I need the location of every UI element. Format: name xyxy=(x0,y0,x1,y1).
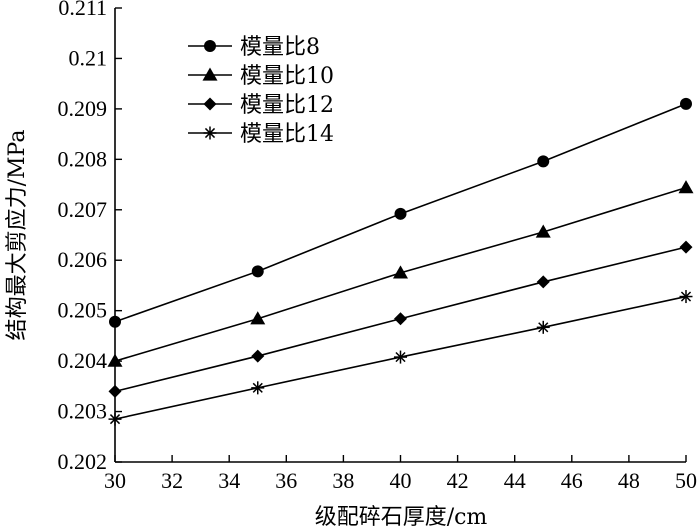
y-tick-label: 0.205 xyxy=(58,298,108,323)
marker-triangle xyxy=(107,353,123,367)
legend-item: 模量比8 xyxy=(188,35,320,60)
x-tick-label: 48 xyxy=(618,468,640,493)
legend: 模量比8 模量比10 模量比12 模量比14 xyxy=(188,35,334,147)
legend-label: 模量比10 xyxy=(240,64,334,89)
marker-asterisk xyxy=(251,381,265,395)
marker-circle xyxy=(109,315,121,328)
legend-label: 模量比8 xyxy=(240,35,320,60)
x-tick-label: 32 xyxy=(161,468,183,493)
y-tick-label: 0.202 xyxy=(58,449,108,474)
marker-triangle xyxy=(678,180,694,194)
series-1 xyxy=(109,97,692,328)
x-tick-label: 50 xyxy=(675,468,697,493)
series-4 xyxy=(108,290,693,426)
x-axis-ticks: 30 32 34 36 38 40 42 44 46 48 50 xyxy=(104,455,697,493)
y-tick-label: 0.203 xyxy=(58,399,108,424)
marker-circle xyxy=(251,265,264,278)
legend-label: 模量比14 xyxy=(240,122,334,147)
marker-circle xyxy=(394,207,407,220)
marker-diamond xyxy=(251,349,265,363)
series-group xyxy=(107,97,694,426)
y-tick-label: 0.209 xyxy=(58,96,108,121)
marker-circle xyxy=(680,97,692,110)
y-tick-label: 0.211 xyxy=(58,0,107,20)
x-tick-label: 30 xyxy=(104,468,126,493)
marker-asterisk xyxy=(679,290,693,304)
y-axis-title: 结构最大剪应力/MPa xyxy=(5,130,30,341)
marker-diamond xyxy=(536,275,550,289)
series-3 xyxy=(108,240,693,398)
marker-diamond xyxy=(108,384,122,398)
x-axis-title: 级配碎石厚度/cm xyxy=(315,505,488,530)
marker-triangle xyxy=(250,311,266,325)
marker-asterisk xyxy=(203,126,217,140)
x-tick-label: 46 xyxy=(561,468,583,493)
marker-diamond xyxy=(679,240,693,254)
legend-item: 模量比14 xyxy=(188,122,334,147)
marker-asterisk xyxy=(108,412,122,426)
marker-triangle xyxy=(202,67,218,81)
y-axis-ticks: 0.202 0.203 0.204 0.205 0.206 0.207 0.208 0.209… xyxy=(58,0,122,474)
marker-asterisk xyxy=(536,320,550,334)
y-tick-label: 0.206 xyxy=(58,247,108,272)
legend-item: 模量比12 xyxy=(188,93,334,118)
marker-circle xyxy=(537,155,550,168)
x-tick-label: 34 xyxy=(218,468,240,493)
marker-asterisk xyxy=(394,350,407,364)
x-tick-label: 42 xyxy=(447,468,469,493)
x-tick-label: 38 xyxy=(332,468,354,493)
y-tick-label: 0.21 xyxy=(69,45,108,70)
y-tick-label: 0.208 xyxy=(58,146,108,171)
x-tick-label: 44 xyxy=(504,468,526,493)
legend-item: 模量比10 xyxy=(188,64,334,89)
legend-label: 模量比12 xyxy=(240,93,334,118)
marker-circle xyxy=(204,40,216,52)
series-2 xyxy=(107,180,694,367)
y-tick-label: 0.204 xyxy=(58,348,108,373)
marker-triangle xyxy=(535,224,551,238)
y-tick-label: 0.207 xyxy=(58,197,108,222)
marker-diamond xyxy=(394,312,407,326)
marker-triangle xyxy=(393,265,408,279)
x-tick-label: 36 xyxy=(275,468,297,493)
axes xyxy=(114,8,686,463)
marker-diamond xyxy=(203,97,217,111)
x-tick-label: 40 xyxy=(390,468,412,493)
